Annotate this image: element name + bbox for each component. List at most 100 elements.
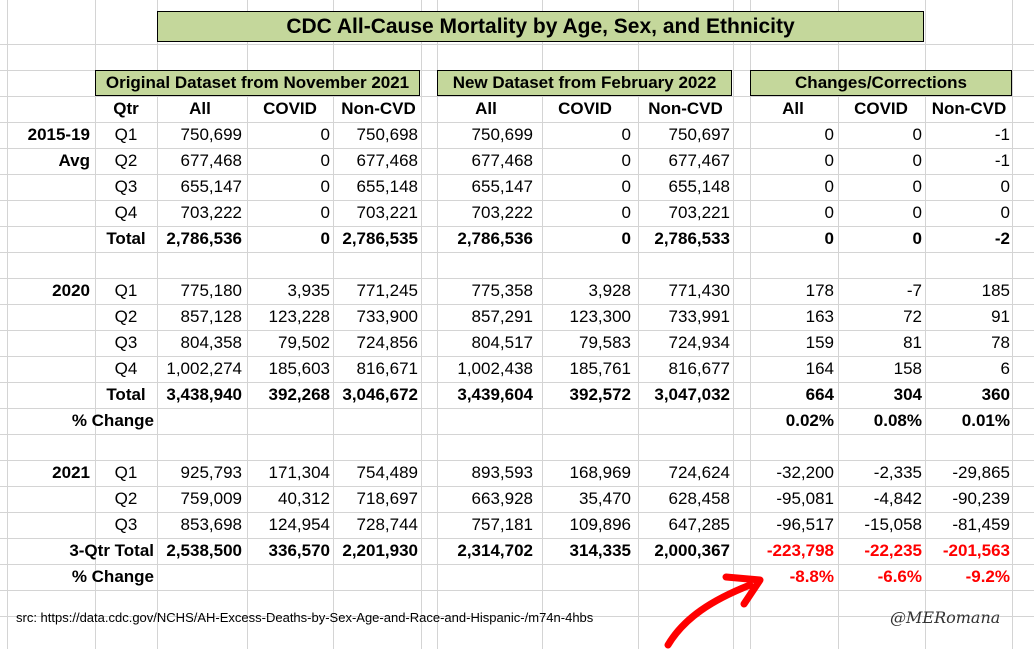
change-noncvd-cell: -9.2%: [965, 567, 1010, 586]
row-quarter: Total: [106, 229, 146, 248]
original-covid-cell: 0: [320, 177, 330, 196]
change-covid-cell: 0: [912, 125, 922, 144]
new-all-cell: 677,468: [471, 151, 533, 170]
original-noncvd-cell: 3,046,672: [342, 385, 418, 404]
header-orig-covid: COVID: [263, 99, 317, 118]
original-noncvd-cell: 754,489: [356, 463, 418, 482]
change-all-cell: 164: [805, 359, 834, 378]
row-quarter: Q4: [114, 359, 138, 378]
new-all-cell: 775,358: [471, 281, 533, 300]
new-noncvd-cell: 3,047,032: [654, 385, 730, 404]
change-covid-cell: -15,058: [864, 515, 922, 534]
new-covid-cell: 392,572: [569, 385, 631, 404]
new-covid-cell: 0: [621, 151, 631, 170]
row-quarter: Q3: [114, 177, 138, 196]
new-noncvd-cell: 628,458: [668, 489, 730, 508]
change-all-cell: 0: [824, 125, 834, 144]
change-all-cell: 0: [824, 177, 834, 196]
new-noncvd-cell: 2,000,367: [654, 541, 730, 560]
row-label: 3-Qtr Total: [69, 541, 154, 560]
change-noncvd-cell: 360: [981, 385, 1010, 404]
new-noncvd-cell: 724,934: [668, 333, 730, 352]
original-all-cell: 853,698: [180, 515, 242, 534]
change-covid-cell: 0: [912, 177, 922, 196]
change-noncvd-cell: 0.01%: [961, 411, 1010, 430]
new-all-cell: 804,517: [471, 333, 533, 352]
header-new-all: All: [475, 99, 497, 118]
new-all-cell: 750,699: [471, 125, 533, 144]
change-noncvd-cell: -1: [994, 125, 1010, 144]
new-noncvd-cell: 677,467: [668, 151, 730, 170]
original-noncvd-cell: 750,698: [356, 125, 418, 144]
row-quarter: Q3: [114, 333, 138, 352]
original-all-cell: 677,468: [180, 151, 242, 170]
new-covid-cell: 123,300: [569, 307, 631, 326]
change-all-cell: 0: [824, 229, 834, 248]
change-all-cell: 178: [805, 281, 834, 300]
original-all-cell: 703,222: [180, 203, 242, 222]
change-all-cell: 0: [824, 203, 834, 222]
original-covid-cell: 171,304: [268, 463, 330, 482]
original-all-cell: 1,002,274: [166, 359, 242, 378]
original-covid-cell: 40,312: [278, 489, 330, 508]
change-covid-cell: -2,335: [873, 463, 922, 482]
new-covid-cell: 0: [621, 125, 631, 144]
original-noncvd-cell: 2,786,535: [342, 229, 418, 248]
chart-title: CDC All-Cause Mortality by Age, Sex, and…: [157, 11, 924, 42]
new-noncvd-cell: 703,221: [668, 203, 730, 222]
new-all-cell: 3,439,604: [457, 385, 533, 404]
header-orig-noncvd: Non-CVD: [341, 99, 416, 118]
new-all-cell: 893,593: [471, 463, 533, 482]
row-quarter: Q2: [114, 307, 138, 326]
new-all-cell: 1,002,438: [457, 359, 533, 378]
change-noncvd-cell: 6: [1000, 359, 1010, 378]
new-noncvd-cell: 647,285: [668, 515, 730, 534]
section-new-header: New Dataset from February 2022: [437, 70, 732, 96]
change-noncvd-cell: -2: [994, 229, 1010, 248]
source-citation: src: https://data.cdc.gov/NCHS/AH-Excess…: [16, 610, 594, 625]
change-noncvd-cell: 78: [991, 333, 1010, 352]
new-noncvd-cell: 2,786,533: [654, 229, 730, 248]
section-changes-header: Changes/Corrections: [750, 70, 1012, 96]
new-noncvd-cell: 724,624: [668, 463, 730, 482]
change-covid-cell: -6.6%: [877, 567, 922, 586]
change-covid-cell: 0.08%: [873, 411, 922, 430]
original-covid-cell: 0: [320, 125, 330, 144]
original-noncvd-cell: 677,468: [356, 151, 418, 170]
new-all-cell: 2,314,702: [457, 541, 533, 560]
new-noncvd-cell: 750,697: [668, 125, 730, 144]
header-new-noncvd: Non-CVD: [648, 99, 723, 118]
original-covid-cell: 124,954: [268, 515, 330, 534]
change-covid-cell: 304: [893, 385, 922, 404]
new-all-cell: 2,786,536: [457, 229, 533, 248]
change-all-cell: -223,798: [766, 541, 834, 560]
new-all-cell: 757,181: [471, 515, 533, 534]
change-noncvd-cell: -90,239: [952, 489, 1010, 508]
original-covid-cell: 123,228: [268, 307, 330, 326]
change-all-cell: 0.02%: [785, 411, 834, 430]
new-covid-cell: 0: [621, 203, 631, 222]
change-noncvd-cell: -1: [994, 151, 1010, 170]
row-quarter: Total: [106, 385, 146, 404]
original-all-cell: 750,699: [180, 125, 242, 144]
original-covid-cell: 392,268: [268, 385, 330, 404]
new-all-cell: 703,222: [471, 203, 533, 222]
row-group-label: 2015-19: [27, 125, 90, 144]
new-all-cell: 655,147: [471, 177, 533, 196]
change-noncvd-cell: 185: [981, 281, 1010, 300]
original-all-cell: 759,009: [180, 489, 242, 508]
change-covid-cell: -4,842: [873, 489, 922, 508]
change-all-cell: 163: [805, 307, 834, 326]
header-change-noncvd: Non-CVD: [931, 99, 1007, 118]
change-all-cell: -8.8%: [789, 567, 834, 586]
new-noncvd-cell: 816,677: [668, 359, 730, 378]
original-noncvd-cell: 655,148: [356, 177, 418, 196]
original-noncvd-cell: 2,201,930: [342, 541, 418, 560]
change-noncvd-cell: 0: [1000, 203, 1010, 222]
change-covid-cell: 0: [912, 151, 922, 170]
new-covid-cell: 109,896: [569, 515, 631, 534]
original-noncvd-cell: 771,245: [356, 281, 418, 300]
original-covid-cell: 79,502: [278, 333, 330, 352]
header-orig-all: All: [189, 99, 211, 118]
author-signature: @MERomana: [890, 608, 1001, 627]
